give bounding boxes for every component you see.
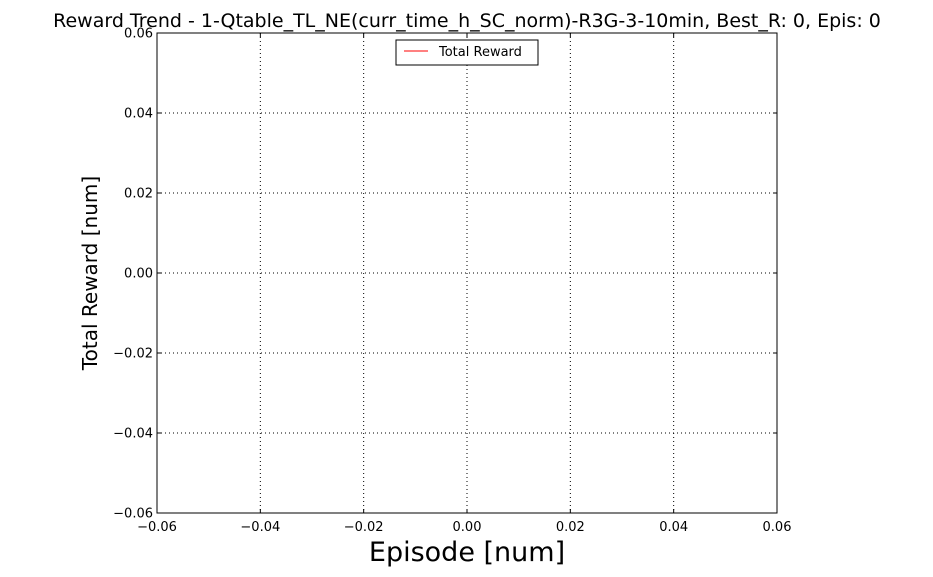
legend-label-total-reward: Total Reward bbox=[438, 45, 522, 60]
x-tick-label: −0.06 bbox=[137, 520, 177, 535]
tick-layer: −0.06 −0.04 −0.02 0.00 0.02 0.04 0.06 −0.06 −0.0… bbox=[113, 27, 791, 536]
legend: Total Reward bbox=[395, 39, 539, 66]
x-tick-label: 0.06 bbox=[763, 520, 792, 535]
y-tick-label: −0.02 bbox=[113, 347, 153, 362]
grid-layer bbox=[157, 33, 777, 513]
x-axis-label: Episode [num] bbox=[369, 537, 565, 568]
y-axis-label: Total Reward [num] bbox=[78, 176, 102, 371]
y-tick-label: −0.06 bbox=[113, 507, 153, 522]
legend-box bbox=[395, 39, 539, 66]
y-tick-label: 0.04 bbox=[124, 107, 153, 122]
x-tick-label: −0.04 bbox=[240, 520, 280, 535]
x-tick-label: 0.04 bbox=[659, 520, 688, 535]
chart-title: Reward Trend - 1-Qtable_TL_NE(curr_time_… bbox=[53, 10, 881, 32]
x-tick-label: 0.02 bbox=[556, 520, 585, 535]
y-tick-label: 0.02 bbox=[124, 187, 153, 202]
y-tick-label: −0.04 bbox=[113, 427, 153, 442]
y-tick-label: 0.00 bbox=[124, 267, 153, 282]
y-tick-label: 0.06 bbox=[124, 27, 153, 42]
x-tick-label: 0.00 bbox=[453, 520, 482, 535]
x-tick-label: −0.02 bbox=[344, 520, 384, 535]
